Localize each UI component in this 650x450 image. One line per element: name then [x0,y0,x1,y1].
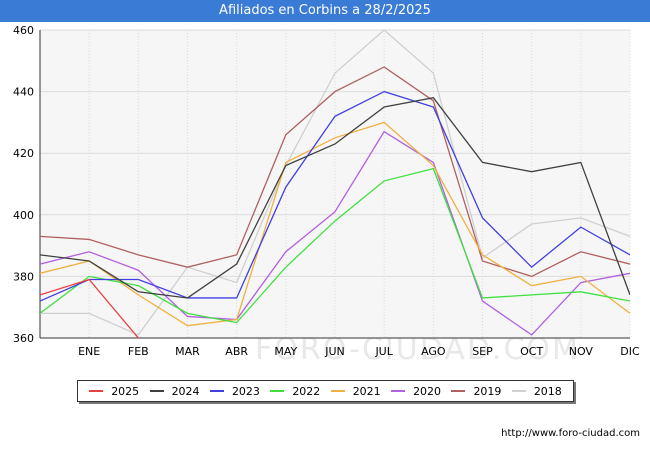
legend-label: 2018 [533,384,562,398]
series-line-2019 [40,66,630,278]
legend-swatch [451,390,466,392]
x-tick-label: ABR [225,345,248,358]
series-line-2021 [40,121,630,327]
legend-item-2023: 2023 [209,384,260,398]
x-tick-label: FEB [128,345,149,358]
series-line-2018 [40,30,630,336]
x-tick-label: OCT [520,345,543,358]
legend-item-2019: 2019 [451,385,501,398]
x-tick-label: MAR [175,345,200,358]
legend-item-2020: 2020 [391,385,441,398]
x-tick-label: SEP [472,345,493,358]
legend-item-2024: 2024 [149,384,200,398]
y-tick-label: 420 [13,147,34,160]
x-tick-label: AGO [421,345,446,358]
x-tick-label: NOV [569,345,594,358]
y-tick-label: 380 [13,270,34,283]
source-url: http://www.foro-ciudad.com [501,428,640,439]
legend-item-2025: 2025 [89,385,139,398]
x-tick-label: JUL [374,345,393,358]
legend-label: 2020 [413,384,442,398]
x-tick-label: JUN [324,345,345,358]
legend-swatch [511,390,526,392]
series-line-2023 [40,90,630,302]
y-tick-label: 440 [13,86,34,99]
legend-swatch [89,390,104,392]
legend-item-2021: 2021 [330,384,381,398]
legend-label: 2022 [292,384,321,398]
series-line-2020 [40,130,630,336]
legend-label: 2019 [473,384,502,398]
legend-label: 2025 [111,384,140,398]
y-tick-label: 460 [13,24,34,37]
x-tick-label: ENE [78,345,100,358]
legend-swatch [330,390,345,392]
series-line-2022 [40,167,630,324]
chart-legend: 2025 2024 2023 2022 2021 2020 2019 2018 [77,380,574,402]
legend-item-2022: 2022 [270,385,320,398]
legend-label: 2021 [352,384,381,398]
legend-label: 2024 [171,384,200,398]
series-line-2025 [40,278,139,338]
title-bar [0,0,650,22]
y-tick-label: 400 [13,209,34,222]
legend-swatch [391,390,406,392]
legend-swatch [209,390,224,392]
y-tick-label: 360 [13,332,34,345]
x-tick-label: DIC [620,345,640,358]
series-line-2024 [40,97,630,299]
legend-swatch [270,390,285,392]
chart-title: Afiliados en Corbins a 28/2/2025 [219,3,431,18]
x-tick-label: MAY [274,345,297,358]
legend-label: 2023 [231,384,260,398]
legend-swatch [149,390,164,392]
legend-item-2018: 2018 [511,384,562,398]
